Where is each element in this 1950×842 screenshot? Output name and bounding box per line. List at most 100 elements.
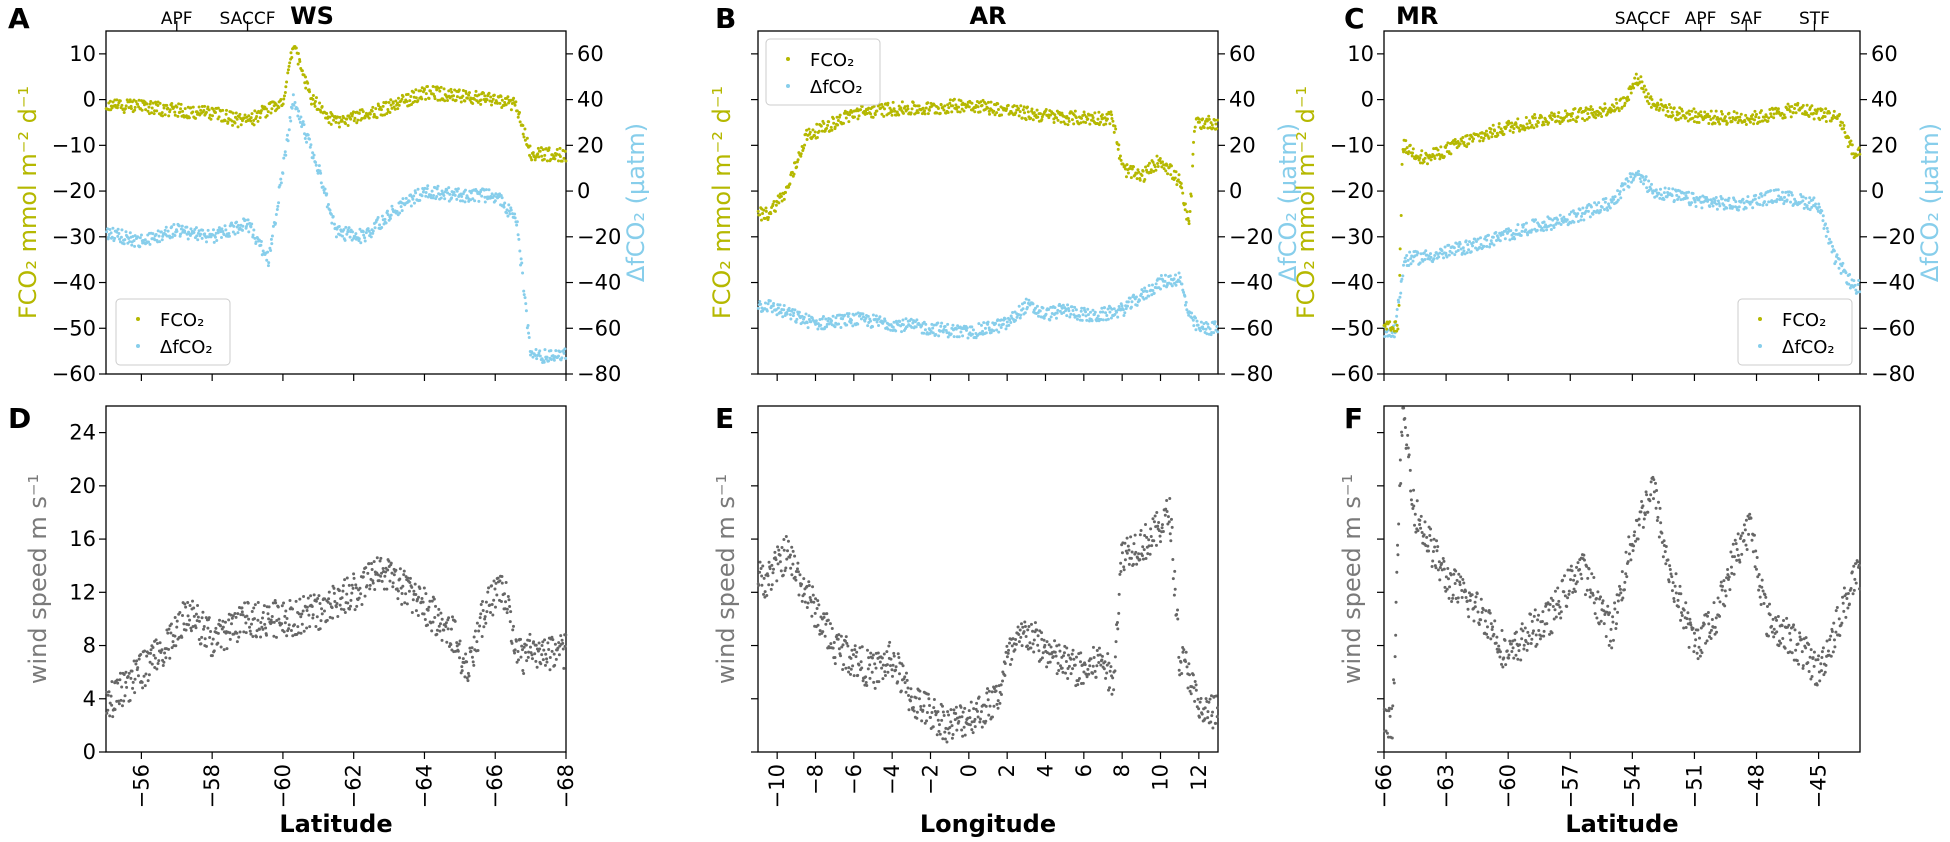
fco2-point: [1806, 104, 1809, 107]
dfco2-point: [1000, 326, 1003, 329]
fco2-point: [166, 108, 169, 111]
y-tick-label: 10: [1347, 42, 1374, 66]
dfco2-point: [1603, 208, 1606, 211]
fco2-point: [906, 105, 909, 108]
wind-point: [134, 678, 137, 681]
fco2-point: [1142, 170, 1145, 173]
dfco2-point: [112, 239, 115, 242]
dfco2-point: [1616, 189, 1619, 192]
dfco2-point: [187, 237, 190, 240]
fco2-point: [283, 94, 286, 97]
dfco2-point: [1196, 320, 1199, 323]
wind-point: [960, 729, 963, 732]
fco2-point: [261, 105, 264, 108]
dfco2-point: [982, 321, 985, 324]
dfco2-point: [1677, 196, 1680, 199]
fco2-point: [1633, 77, 1636, 80]
wind-point: [549, 668, 552, 671]
wind-point: [461, 661, 464, 664]
wind-point: [463, 675, 466, 678]
legend-marker-dfco2: [136, 344, 140, 348]
wind-point: [387, 558, 390, 561]
front-label: SACCF: [1615, 9, 1671, 29]
fco2-point: [1604, 107, 1607, 110]
wind-point: [812, 601, 815, 604]
dfco2-point: [764, 302, 767, 305]
fco2-point: [950, 110, 953, 113]
dfco2-point: [1566, 218, 1569, 221]
dfco2-point: [931, 327, 934, 330]
dfco2-point: [841, 317, 844, 320]
wind-point: [434, 605, 437, 608]
dfco2-point: [1760, 192, 1763, 195]
fco2-point: [1192, 141, 1195, 144]
legend-marker-fco2: [786, 57, 790, 61]
dfco2-point: [554, 349, 557, 352]
wind-point: [508, 605, 511, 608]
wind-point: [780, 546, 783, 549]
wind-point: [945, 741, 948, 744]
dfco2-point: [1202, 327, 1205, 330]
fco2-point: [990, 101, 993, 104]
wind-point: [382, 567, 385, 570]
wind-point: [403, 570, 406, 573]
wind-point: [907, 694, 910, 697]
dfco2-point: [358, 228, 361, 231]
wind-point: [317, 594, 320, 597]
wind-point: [124, 694, 127, 697]
fco2-point: [1155, 155, 1158, 158]
wind-point: [284, 621, 287, 624]
dfco2-point: [1179, 276, 1182, 279]
fco2-point: [1824, 107, 1827, 110]
fco2-point: [251, 122, 254, 125]
fco2-point: [1096, 118, 1099, 121]
fco2-point: [237, 125, 240, 128]
wind-point: [757, 584, 760, 587]
dfco2-point: [872, 313, 875, 316]
fco2-point: [435, 88, 438, 91]
fco2-point: [1710, 110, 1713, 113]
dfco2-point: [520, 257, 523, 260]
fco2-point: [1067, 117, 1070, 120]
dfco2-point: [1148, 284, 1151, 287]
wind-point: [877, 652, 880, 655]
wind-point: [336, 615, 339, 618]
dfco2-point: [951, 324, 954, 327]
wind-point: [548, 637, 551, 640]
wind-points: [105, 556, 567, 718]
dfco2-point: [1438, 252, 1441, 255]
fco2-point: [1627, 98, 1630, 101]
dfco2-point: [519, 264, 522, 267]
fco2-point: [1690, 110, 1693, 113]
wind-point: [175, 626, 178, 629]
wind-point: [203, 644, 206, 647]
dfco2-point: [1459, 243, 1462, 246]
fco2-point: [927, 112, 930, 115]
fco2-point: [371, 106, 374, 109]
fco2-point: [1757, 116, 1760, 119]
y-tick-label: −50: [1330, 316, 1374, 340]
dfco2-point: [1820, 209, 1823, 212]
dfco2-point: [1050, 315, 1053, 318]
fco2-point: [1641, 80, 1644, 83]
wind-point: [951, 737, 954, 740]
wind-point: [819, 629, 822, 632]
fco2-point: [480, 92, 483, 95]
dfco2-point: [1634, 175, 1637, 178]
wind-point: [408, 590, 411, 593]
wind-point: [521, 669, 524, 672]
wind-point: [410, 584, 413, 587]
dfco2-point: [268, 247, 271, 250]
y-tick-label-right: −40: [1871, 271, 1915, 295]
wind-point: [236, 612, 239, 615]
x-tick-label: −62: [342, 764, 366, 808]
fco2-point: [1618, 109, 1621, 112]
fco2-point: [405, 93, 408, 96]
fco2-point: [1743, 120, 1746, 123]
wind-point: [875, 667, 878, 670]
wind-point: [479, 616, 482, 619]
wind-point: [906, 687, 909, 690]
fco2-point: [1175, 183, 1178, 186]
dfco2-point: [1424, 249, 1427, 252]
